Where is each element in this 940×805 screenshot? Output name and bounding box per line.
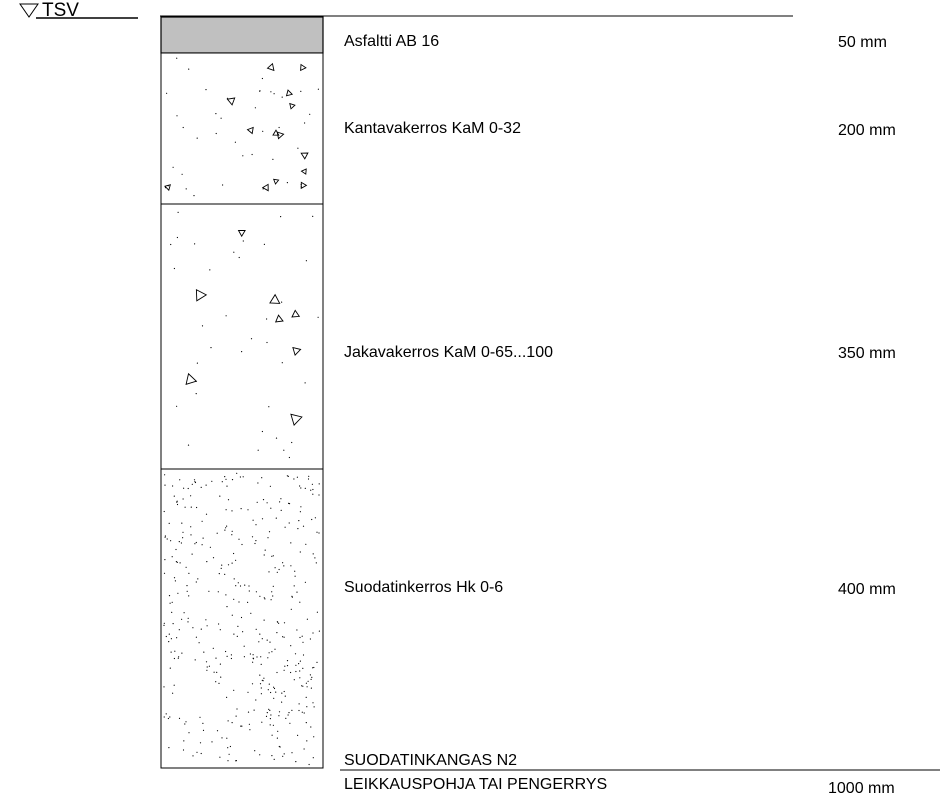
- layer-filter: [160, 468, 324, 769]
- layer-column: [160, 16, 324, 769]
- crushed-stone-hatch: [164, 57, 319, 197]
- layer-label-sub-base: Jakavakerros KaM 0-65...100: [344, 344, 553, 361]
- geotextile-label: SUODATINKANGAS N2: [344, 752, 517, 769]
- reference-level-mark: TSV: [19, 0, 138, 21]
- layer-base-course: [160, 52, 324, 205]
- layer-label-base-course: Kantavakerros KaM 0-32: [344, 120, 521, 137]
- layer-thickness-sub-base: 350 mm: [838, 345, 896, 362]
- reference-level-label: TSV: [42, 0, 79, 21]
- layer-thickness-asphalt: 50 mm: [838, 34, 887, 51]
- sand-hatch: [163, 472, 320, 766]
- level-triangle-icon: [19, 3, 39, 18]
- layer-thickness-base-course: 200 mm: [838, 122, 896, 139]
- subgrade-label: LEIKKAUSPOHJA TAI PENGERRYS: [344, 776, 607, 793]
- layer-sub-base: [160, 203, 324, 470]
- coarse-stone-hatch: [170, 211, 319, 459]
- total-thickness: 1000 mm: [828, 780, 895, 797]
- layer-thickness-filter: 400 mm: [838, 581, 896, 598]
- layer-asphalt: [160, 16, 324, 54]
- layer-label-asphalt: Asfaltti AB 16: [344, 33, 439, 50]
- layer-label-filter: Suodatinkerros Hk 0-6: [344, 579, 503, 596]
